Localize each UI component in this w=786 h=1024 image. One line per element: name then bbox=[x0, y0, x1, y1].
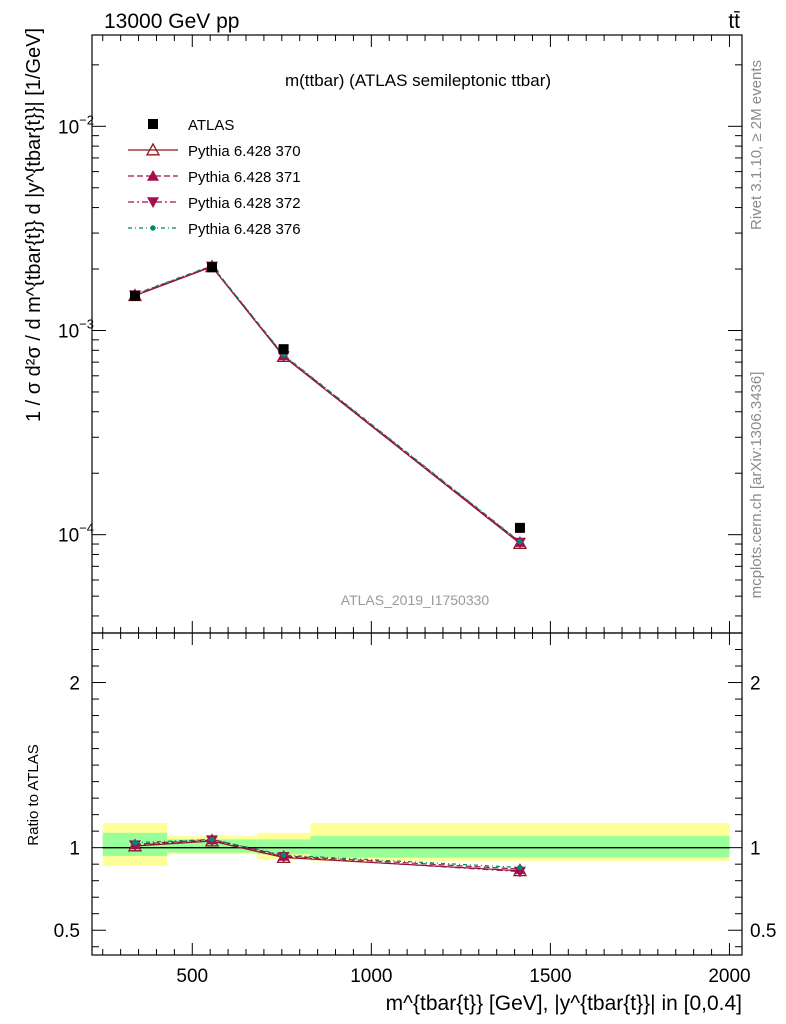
y-axis-title-main: 1 / σ d²σ / d m^{tbar{t}} d |y^{tbar{t}}… bbox=[23, 28, 45, 422]
legend: ATLAS Pythia 6.428 370 Pythia 6.428 371 Pyt… bbox=[128, 117, 301, 238]
ratio-series-point bbox=[517, 864, 523, 871]
ratio-band-inner bbox=[310, 836, 730, 858]
y-tick-label-ratio: 1 bbox=[69, 839, 80, 860]
ratio-series-layer bbox=[127, 833, 528, 878]
ratio-series-point bbox=[209, 836, 215, 843]
series-line bbox=[134, 265, 521, 543]
legend-marker bbox=[147, 170, 159, 181]
data-point bbox=[129, 290, 140, 301]
rivet-label: Rivet 3.1.10, ≥ 2M events bbox=[748, 60, 765, 230]
x-tick-label: 1500 bbox=[529, 966, 571, 987]
legend-label: Pythia 6.428 371 bbox=[188, 169, 301, 186]
legend-label: Pythia 6.428 370 bbox=[188, 143, 301, 160]
y-axis-title-ratio: Ratio to ATLAS bbox=[25, 744, 42, 845]
mcplots-label: mcplots.cern.ch [arXiv:1306.3436] bbox=[748, 372, 765, 599]
series-line bbox=[134, 266, 521, 545]
header-final-state: tt̄ bbox=[728, 10, 740, 33]
ratio-uncertainty-bands bbox=[102, 822, 730, 866]
y-tick-label-ratio-right: 0.5 bbox=[750, 921, 776, 942]
analysis-tag: ATLAS_2019_I1750330 bbox=[341, 592, 490, 608]
y-tick-label-ratio-right: 2 bbox=[750, 674, 761, 695]
legend-label: Pythia 6.428 372 bbox=[188, 195, 301, 212]
ratio-series-line bbox=[134, 839, 520, 873]
ratio-series-point bbox=[132, 840, 138, 846]
y-tick-label-main: 10−2 bbox=[58, 112, 94, 138]
chart-title: m(ttbar) (ATLAS semileptonic ttbar) bbox=[285, 71, 551, 90]
header-process: 13000 GeV pp bbox=[104, 10, 239, 33]
y-tick-label-ratio-right: 1 bbox=[750, 839, 761, 860]
legend-label-atlas: ATLAS bbox=[188, 117, 234, 134]
x-axis-title: m^{tbar{t}} [GeV], |y^{tbar{t}}| in [0,0… bbox=[386, 992, 742, 1015]
legend-label: Pythia 6.428 376 bbox=[188, 221, 301, 238]
series-line bbox=[134, 264, 521, 543]
data-point bbox=[278, 344, 289, 355]
ratio-series-line bbox=[134, 838, 520, 869]
ratio-series-point bbox=[280, 852, 287, 858]
series-line bbox=[134, 265, 521, 544]
main-series-layer bbox=[127, 259, 528, 549]
data-point bbox=[206, 262, 217, 273]
ratio-band-inner bbox=[256, 839, 311, 855]
ratio-frame bbox=[91, 632, 743, 956]
legend-marker bbox=[147, 197, 159, 208]
x-tick-label: 500 bbox=[176, 966, 208, 987]
ratio-series-point bbox=[513, 866, 526, 878]
series-point bbox=[517, 538, 523, 545]
y-tick-label-main: 10−3 bbox=[58, 316, 94, 342]
y-tick-label-ratio: 0.5 bbox=[54, 921, 80, 942]
y-tick-label-main: 10−4 bbox=[58, 521, 94, 547]
y-tick-label-ratio: 2 bbox=[69, 674, 80, 695]
legend-marker bbox=[145, 142, 161, 156]
legend-marker bbox=[150, 225, 156, 231]
data-point bbox=[514, 522, 525, 533]
x-tick-label: 1000 bbox=[350, 966, 392, 987]
x-tick-label: 2000 bbox=[708, 966, 750, 987]
legend-marker-atlas bbox=[148, 119, 158, 129]
